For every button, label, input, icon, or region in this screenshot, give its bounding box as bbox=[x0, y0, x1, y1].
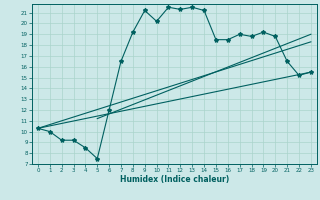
X-axis label: Humidex (Indice chaleur): Humidex (Indice chaleur) bbox=[120, 175, 229, 184]
